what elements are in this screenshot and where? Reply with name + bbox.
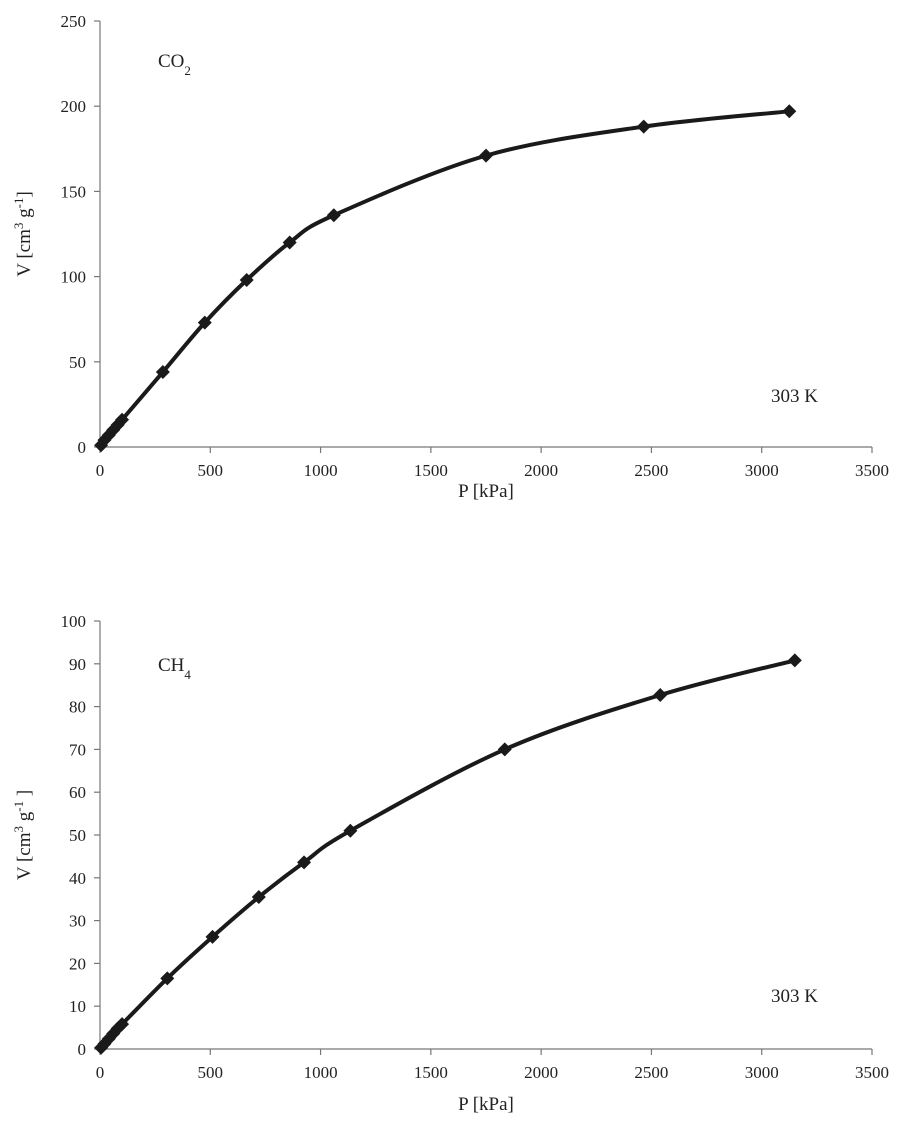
data-point [282,235,297,250]
x-tick-label: 1500 [414,1063,448,1082]
gas-label-main: CO [158,51,184,72]
y-axis-title-pre: V [cm [14,832,35,880]
data-point [205,929,220,944]
y-tick-label: 60 [69,783,86,802]
x-axis-title: P [kPa] [458,481,514,502]
x-tick-label: 1500 [414,461,448,480]
data-point [326,208,341,223]
data-point [297,855,312,870]
data-point [115,412,130,427]
y-axis-title-sup2: -1 [11,198,26,209]
data-point [782,104,797,119]
y-tick-label: 0 [78,438,87,457]
x-tick-label: 3000 [745,461,779,480]
y-tick-label: 50 [69,353,86,372]
y-tick-label: 90 [69,655,86,674]
y-tick-label: 50 [69,826,86,845]
y-axis-title-mid: g [14,208,35,223]
y-axis-title-post: ] [14,790,35,801]
y-tick-label: 150 [61,182,87,201]
x-tick-label: 2000 [524,1063,558,1082]
y-tick-label: 40 [69,869,86,888]
x-tick-label: 1000 [304,461,338,480]
gas-label: CH4 [158,655,191,682]
data-point [479,148,493,163]
data-point [239,273,254,288]
x-tick-label: 3500 [855,1063,889,1082]
y-axis-title: V [cm3 g-1] [11,191,36,277]
data-point [160,971,175,986]
gas-label: CO2 [158,51,191,78]
y-tick-label: 0 [78,1040,87,1059]
y-tick-label: 30 [69,912,86,931]
x-tick-label: 2500 [634,461,668,480]
series-line [99,658,797,1050]
y-axis-title-sup1: 3 [11,223,26,230]
x-axis-title: P [kPa] [458,1094,514,1115]
y-tick-label: 200 [61,97,87,116]
y-axis-title: V [cm3 g-1 ] [11,790,36,880]
x-tick-label: 0 [96,1063,105,1082]
data-point [636,119,651,134]
data-point [343,823,358,838]
data-point [497,742,512,757]
data-point [155,365,170,380]
x-tick-label: 3000 [745,1063,779,1082]
gas-label-main: CH [158,655,185,676]
data-point [197,315,212,330]
series-line [99,109,792,448]
x-tick-label: 2000 [524,461,558,480]
x-tick-label: 2500 [634,1063,668,1082]
x-tick-label: 0 [96,461,105,480]
x-tick-label: 1000 [304,1063,338,1082]
y-axis-title-pre: V [cm [14,229,35,277]
y-tick-label: 100 [61,612,87,631]
ch4-isotherm-chart: 0 10 20 30 40 50 60 70 80 90 100 0 500 1000 1500 2000 25… [0,600,899,1122]
y-tick-label: 80 [69,698,86,717]
co2-isotherm-chart: 0 50 100 150 200 250 0 500 1000 1500 2000 2500 3000 3… [0,0,899,540]
gas-label-subscript: 4 [184,667,191,682]
data-point [653,688,668,703]
data-point [115,1017,130,1032]
temperature-label: 303 K [771,386,818,407]
y-tick-label: 100 [61,268,87,287]
gas-label-subscript: 2 [184,63,191,78]
y-axis-title-post: ] [14,191,35,197]
y-axis-title-sup2: -1 [11,801,26,812]
y-axis-title-sup1: 3 [11,826,26,833]
y-tick-label: 20 [69,954,86,973]
x-tick-label: 500 [198,461,224,480]
y-axis-title-mid: g [14,811,35,826]
x-tick-label: 500 [198,1063,224,1082]
data-point [251,890,266,905]
y-tick-label: 70 [69,740,86,759]
data-point [787,653,802,668]
y-tick-label: 250 [61,12,87,31]
temperature-label: 303 K [771,986,818,1007]
y-tick-label: 10 [69,997,86,1016]
x-tick-label: 3500 [855,461,889,480]
